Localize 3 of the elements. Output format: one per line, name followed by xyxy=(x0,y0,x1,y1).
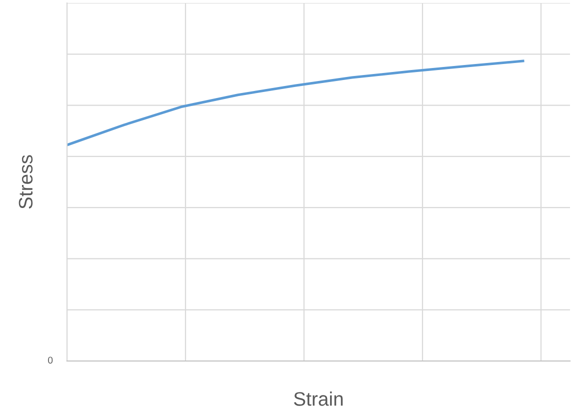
y-axis-title: Stress xyxy=(18,155,33,209)
text: 0 xyxy=(48,356,53,364)
x-axis-title: Strain xyxy=(294,392,343,406)
